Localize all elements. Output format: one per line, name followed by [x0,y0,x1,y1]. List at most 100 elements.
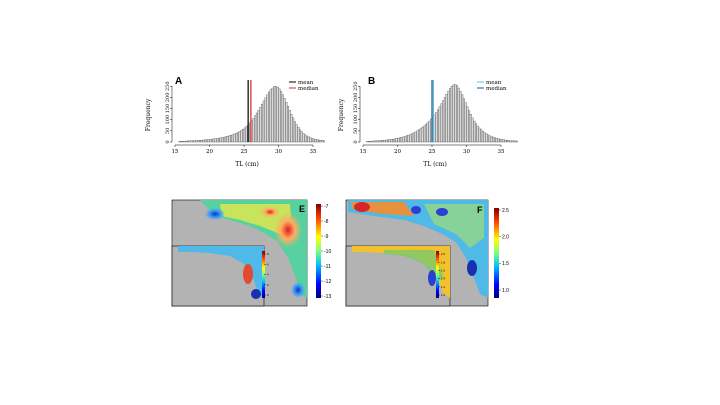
histogram-bar [488,135,491,143]
y-tick-label: 250 [353,81,359,91]
histogram-bar [409,134,412,143]
histogram-bar [380,140,383,143]
histogram-bar [373,140,376,143]
histogram-bar [293,121,296,143]
y-tick-label: 0 [353,140,359,143]
histogram-bar [259,107,262,143]
histogram-bar [369,140,372,143]
histogram-bar [449,88,452,143]
histogram-bar [192,140,195,143]
hotspot-e [274,212,302,248]
panel-label-b: B [368,76,375,87]
histogram-bar [414,131,417,143]
colorbar-tick-label: 8 [267,252,269,256]
histogram-bar [204,139,207,143]
histogram-bar [500,139,503,143]
histogram-bar [274,86,277,143]
histogram-bar [480,129,483,143]
histogram-bar [493,137,496,143]
histogram-bar [318,139,321,143]
histogram-bar [450,86,453,143]
x-tick-label: 30 [463,149,470,155]
histogram-bar [445,94,448,143]
histogram-bar [261,103,264,143]
marker-lines-a [247,80,252,142]
x-tick-label: 35 [498,149,505,155]
histogram-bar [514,140,517,143]
histogram-bar [321,140,324,143]
histogram-bar [405,135,408,143]
histogram-bar [474,123,477,143]
histogram-bar [421,127,424,143]
histogram-bar [456,85,459,143]
histogram-bar [236,132,239,143]
colorbar-tick-label: 1.6 [441,268,446,272]
x-tick-label: 20 [394,149,401,155]
histogram-bar [499,138,502,143]
histogram-bar [512,140,515,143]
histogram-bar [286,106,289,143]
histogram-bar [190,140,193,143]
colorbar-tick-label: -9 [324,234,329,240]
histogram-bar [314,139,317,143]
y-tick-label: 50 [165,128,171,134]
panel-label-f: F [477,205,483,215]
colorbar-tick-label: 2 [267,283,269,287]
histogram-bar [254,115,257,143]
colorbar-tick-label: -8 [324,219,329,225]
histogram-bar [464,102,467,143]
histogram-bar [485,133,488,143]
histogram-bar [387,139,390,143]
histogram-bar [188,140,191,143]
x-axis-label-b: TL (cm) [423,161,447,168]
x-tick-label: 15 [172,149,179,155]
histogram-bar [288,110,291,143]
histogram-bar [311,138,314,143]
histogram-bar [481,131,484,143]
histogram-bar [438,106,441,143]
histogram-bar [257,110,260,143]
x-axis-label-a: TL (cm) [235,161,259,168]
histogram-bar [411,133,414,143]
histogram-bar [212,138,215,143]
histogram-bar [497,138,500,143]
histogram-bar [235,133,238,143]
inset-colorbar-f [436,251,439,298]
histogram-bar [302,133,305,143]
x-tick-label: 20 [206,149,213,155]
histogram-bar [412,132,415,143]
x-tick-label: 25 [429,149,436,155]
x-tick-label: 25 [241,149,248,155]
histogram-bar [511,140,514,143]
histogram-bar [266,94,269,143]
histogram-bar [397,138,400,143]
histogram-bar [490,136,493,143]
panel-label-e: E [299,204,305,214]
inset-ticks-f: 2.0 1.8 1.6 1.4 1.2 1.0 [438,252,446,297]
histogram-bar [309,137,312,143]
histogram-bar [437,109,440,143]
legend-entry: mean [298,80,314,86]
histogram-bar [243,127,246,143]
histogram-bar [267,91,271,143]
panel-label-a: A [175,76,182,87]
x-tick-label: 15 [360,149,367,155]
histogram-bar [374,140,377,143]
map-f: 2.0 1.8 1.6 1.4 1.2 1.0 F 2.5 2.0 1.5 1.0 [345,199,509,307]
histogram-bar [299,129,302,143]
histogram-bar [400,137,403,143]
histogram-bar [426,122,429,143]
histogram-bar [186,140,189,143]
colorbar-tick-label: 1.5 [502,261,509,267]
histogram-bar [180,141,183,143]
colorbar-f [494,208,499,298]
histogram-bar [440,103,443,143]
histogram-bar [506,140,509,143]
histogram-bar [424,124,427,143]
histogram-bar [376,140,379,143]
histogram-bar [418,129,421,143]
histogram-bar [469,114,472,143]
histogram-bar [443,97,446,143]
